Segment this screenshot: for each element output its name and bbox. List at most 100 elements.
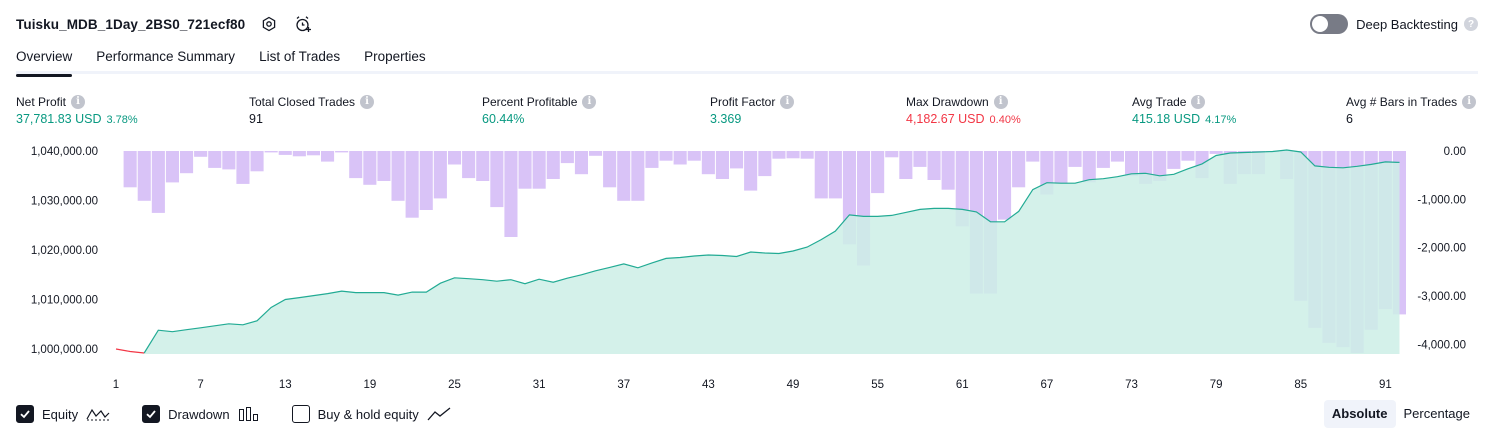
drawdown-bar — [758, 151, 772, 177]
drawdown-bar — [236, 151, 250, 184]
metric-label: Total Closed Trades — [249, 94, 356, 109]
drawdown-bar — [1026, 151, 1040, 162]
y-left-tick-label: 1,000,000.00 — [31, 344, 98, 356]
drawdown-bar — [560, 151, 574, 164]
x-tick-label: 43 — [702, 379, 715, 391]
x-tick-label: 31 — [533, 379, 546, 391]
metric-avg-bars: Avg # Bars in Trades i 6 — [1346, 93, 1477, 126]
drawdown-bar — [955, 151, 969, 227]
info-icon[interactable]: i — [780, 94, 795, 109]
equity-checkbox[interactable] — [16, 405, 34, 423]
drawdown-bar — [1153, 151, 1167, 181]
info-icon[interactable]: i — [71, 94, 86, 109]
metric-label: Net Profit — [16, 94, 67, 109]
deep-backtesting-toggle[interactable] — [1310, 14, 1349, 34]
metric-percent-profitable: Percent Profitable i 60.44% — [482, 93, 597, 126]
metric-percent: 0.40% — [989, 114, 1021, 126]
drawdown-bar — [1167, 151, 1181, 169]
drawdown-bar — [871, 151, 885, 194]
drawdown-bar — [814, 151, 828, 199]
drawdown-bar — [715, 151, 729, 179]
tab-list-of-trades[interactable]: List of Trades — [259, 49, 341, 64]
info-icon[interactable]: i — [1191, 94, 1206, 109]
drawdown-bar — [1068, 151, 1082, 167]
drawdown-bar — [504, 151, 518, 237]
drawdown-bar — [589, 151, 603, 156]
drawdown-bar — [828, 151, 842, 199]
drawdown-bar — [673, 151, 687, 165]
legend-equity-label: Equity — [42, 406, 79, 422]
drawdown-bar — [306, 151, 320, 156]
drawdown-bar — [278, 151, 292, 155]
metric-value: 6 — [1346, 112, 1353, 126]
alarm-clock-add-icon[interactable] — [293, 14, 313, 34]
metric-percent: 3.78% — [106, 114, 138, 126]
metric-percent: 4.17% — [1205, 114, 1237, 126]
drawdown-bar — [546, 151, 560, 179]
gear-icon[interactable] — [259, 14, 279, 34]
drawdown-bar — [941, 151, 955, 190]
y-left-tick-label: 1,010,000.00 — [31, 295, 98, 307]
drawdown-bar — [490, 151, 504, 208]
info-icon[interactable]: i — [993, 94, 1008, 109]
drawdown-bar — [151, 151, 165, 213]
drawdown-bar — [645, 151, 659, 168]
drawdown-bar — [165, 151, 179, 183]
x-tick-label: 37 — [617, 379, 630, 391]
x-tick-label: 25 — [448, 379, 461, 391]
deep-backtesting-label: Deep Backtesting — [1356, 16, 1458, 32]
drawdown-bar — [363, 151, 377, 185]
drawdown-bar — [617, 151, 631, 201]
x-tick-label: 61 — [956, 379, 969, 391]
y-left-tick-label: 1,040,000.00 — [31, 146, 98, 158]
x-axis: 1 7 13 19 25 31 37 43 49 55 61 67 73 79 85 91 — [113, 379, 1392, 391]
drawdown-bar — [899, 151, 913, 179]
drawdown-bar — [1096, 151, 1110, 168]
drawdown-bar — [800, 151, 814, 159]
metric-total-closed-trades: Total Closed Trades i 91 — [249, 93, 375, 126]
drawdown-bar — [518, 151, 532, 189]
legend-buy-hold[interactable]: Buy & hold equity — [291, 405, 451, 423]
y-right-tick-label: -3,000.00 — [1417, 291, 1466, 303]
drawdown-bar — [448, 151, 462, 165]
metric-value: 91 — [249, 112, 263, 126]
x-tick-label: 49 — [787, 379, 800, 391]
tab-performance-summary[interactable]: Performance Summary — [96, 49, 236, 64]
legend-equity[interactable]: Equity — [16, 405, 110, 423]
buy-hold-checkbox[interactable] — [291, 405, 310, 423]
equity-line-icon — [86, 406, 110, 422]
drawdown-bar — [659, 151, 673, 161]
drawdown-bar — [885, 151, 899, 158]
drawdown-bar — [137, 151, 151, 201]
x-tick-label: 55 — [871, 379, 884, 391]
metric-label: Avg Trade — [1132, 94, 1187, 109]
x-tick-label: 79 — [1210, 379, 1223, 391]
metric-value: 415.18 USD — [1132, 112, 1201, 126]
help-icon[interactable]: ? — [1464, 17, 1478, 31]
deep-backtesting: Deep Backtesting ? — [1310, 13, 1478, 35]
drawdown-bar — [222, 151, 236, 170]
drawdown-bar — [998, 151, 1012, 220]
info-icon[interactable]: i — [1462, 94, 1477, 109]
info-icon[interactable]: i — [360, 94, 375, 109]
info-icon[interactable]: i — [582, 94, 597, 109]
y-right-tick-label: -1,000.00 — [1417, 194, 1466, 206]
view-mode-switch: Absolute Percentage — [1323, 400, 1478, 428]
drawdown-checkbox[interactable] — [142, 405, 161, 423]
metric-net-profit: Net Profit i 37,781.83 USD 3.78% — [16, 93, 138, 126]
metric-max-drawdown: Max Drawdown i 4,182.67 USD 0.40% — [906, 93, 1021, 126]
y-right-tick-label: -2,000.00 — [1417, 243, 1466, 255]
drawdown-bar — [1110, 151, 1124, 162]
drawdown-bar — [574, 151, 588, 175]
y-left-tick-label: 1,020,000.00 — [31, 245, 98, 257]
tab-overview[interactable]: Overview — [16, 44, 73, 77]
tab-properties[interactable]: Properties — [364, 49, 426, 64]
percentage-button[interactable]: Percentage — [1403, 406, 1471, 421]
drawdown-bar — [913, 151, 927, 167]
equity-line — [143, 149, 1400, 354]
legend-drawdown[interactable]: Drawdown — [142, 405, 259, 423]
equity-drawdown-chart[interactable]: 1,040,000.00 1,030,000.00 1,020,000.00 1,01… — [0, 140, 1494, 395]
absolute-button[interactable]: Absolute — [1323, 400, 1396, 428]
drawdown-bar — [250, 151, 264, 172]
metric-label: Percent Profitable — [482, 94, 578, 109]
